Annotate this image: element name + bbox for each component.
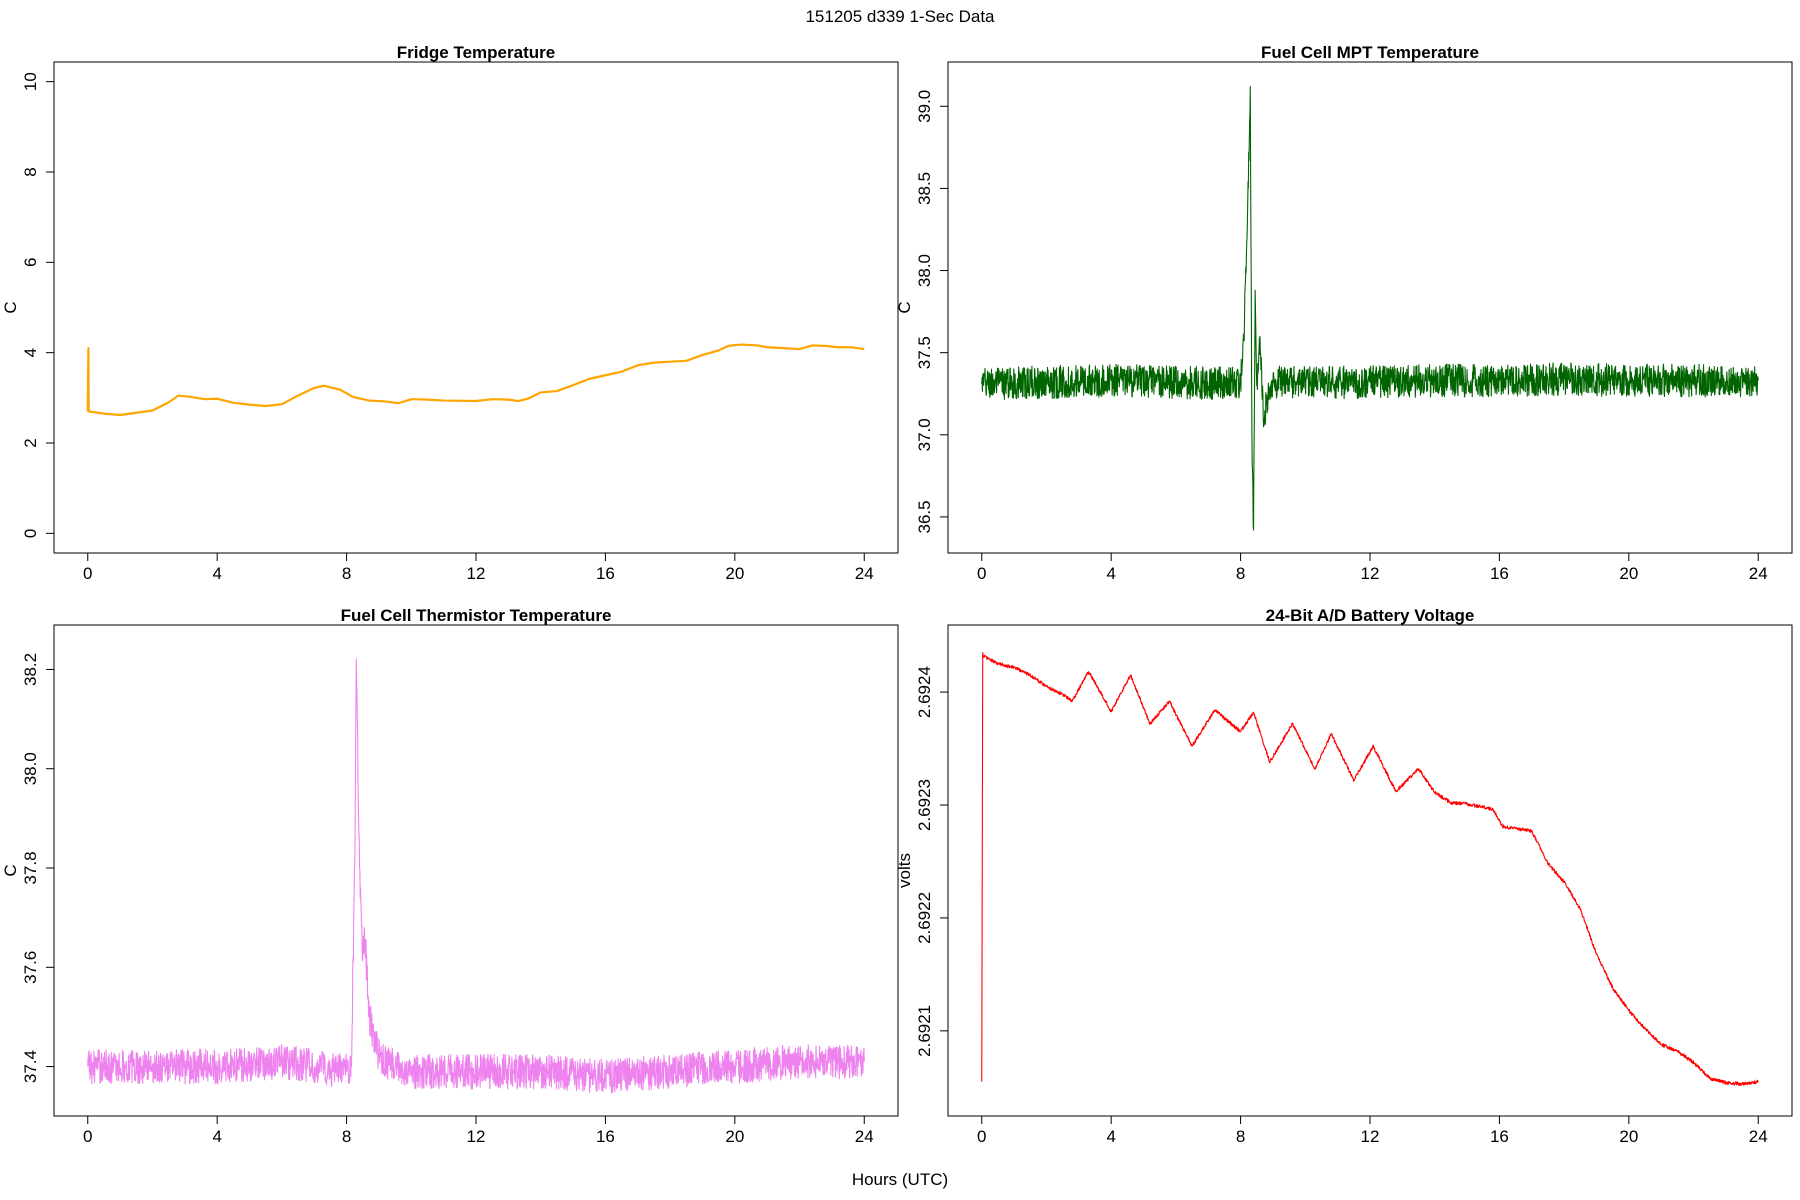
y-tick-label: 10	[21, 72, 40, 91]
x-tick-label: 0	[977, 1127, 986, 1146]
y-tick-label: 2	[21, 438, 40, 447]
x-tick-label: 16	[596, 564, 615, 583]
x-tick-label: 24	[855, 564, 874, 583]
x-tick-label: 20	[1619, 1127, 1638, 1146]
x-tick-label: 12	[467, 564, 486, 583]
y-tick-label: 2.6923	[915, 779, 934, 831]
y-tick-label: 39.0	[915, 90, 934, 123]
y-tick-label: 0	[21, 529, 40, 538]
y-tick-label: 37.8	[21, 851, 40, 884]
figure-title: 151205 d339 1-Sec Data	[805, 7, 995, 26]
x-tick-label: 12	[1361, 564, 1380, 583]
x-tick-label: 8	[1236, 1127, 1245, 1146]
y-axis-label: C	[1, 301, 20, 313]
panel-title-fuel-cell-mpt-temperature: Fuel Cell MPT Temperature	[1261, 43, 1479, 62]
x-tick-label: 4	[1106, 564, 1115, 583]
x-tick-label: 0	[977, 564, 986, 583]
panel-title-fridge-temperature: Fridge Temperature	[397, 43, 555, 62]
x-tick-label: 24	[1749, 564, 1768, 583]
series-line-fuel-cell-mpt-temperature	[981, 86, 1759, 531]
plot-frame	[947, 624, 1793, 1117]
x-tick-label: 0	[83, 564, 92, 583]
panel-title-fuel-cell-thermistor-temperature: Fuel Cell Thermistor Temperature	[341, 606, 612, 625]
x-tick-label: 8	[1236, 564, 1245, 583]
x-tick-label: 12	[1361, 1127, 1380, 1146]
y-tick-label: 37.0	[915, 418, 934, 451]
x-tick-label: 16	[596, 1127, 615, 1146]
plot-frame	[947, 61, 1793, 554]
x-tick-label: 16	[1490, 564, 1509, 583]
series-line-fuel-cell-thermistor-temperature	[87, 658, 865, 1094]
y-tick-label: 37.4	[21, 1050, 40, 1083]
x-tick-label: 8	[342, 1127, 351, 1146]
panel-fuel-cell-mpt-temperature: Fuel Cell MPT Temperature 0 4 8 12 16 20 24 36.5…	[895, 43, 1793, 583]
y-axis-label: C	[895, 301, 914, 313]
x-tick-label: 20	[725, 1127, 744, 1146]
y-tick-label: 37.5	[915, 336, 934, 369]
x-tick-label: 0	[83, 1127, 92, 1146]
y-tick-label: 38.0	[21, 752, 40, 785]
x-tick-label: 4	[212, 564, 221, 583]
y-tick-label: 36.5	[915, 500, 934, 533]
y-tick-label: 4	[21, 348, 40, 357]
x-tick-label: 24	[1749, 1127, 1768, 1146]
panel-title-24-bit-a-d-battery-voltage: 24-Bit A/D Battery Voltage	[1266, 606, 1475, 625]
y-tick-label: 6	[21, 258, 40, 267]
y-tick-label: 2.6922	[915, 892, 934, 944]
plot-frame	[53, 61, 899, 554]
x-tick-label: 8	[342, 564, 351, 583]
y-tick-label: 38.5	[915, 172, 934, 205]
y-tick-label: 2.6921	[915, 1005, 934, 1057]
series-line-fridge-temperature	[86, 343, 865, 417]
x-tick-label: 24	[855, 1127, 874, 1146]
y-tick-label: 37.6	[21, 951, 40, 984]
y-tick-label: 38.0	[915, 254, 934, 287]
shared-x-axis-label: Hours (UTC)	[852, 1170, 948, 1189]
y-axis-label: C	[1, 864, 20, 876]
series-line-24-bit-a-d-battery-voltage	[981, 652, 1759, 1086]
x-tick-label: 4	[1106, 1127, 1115, 1146]
x-tick-label: 12	[467, 1127, 486, 1146]
x-tick-label: 20	[1619, 564, 1638, 583]
x-tick-label: 16	[1490, 1127, 1509, 1146]
y-tick-label: 2.6924	[915, 666, 934, 718]
y-tick-label: 38.2	[21, 653, 40, 686]
plot-frame	[53, 624, 899, 1117]
y-tick-label: 8	[21, 167, 40, 176]
panel-fuel-cell-thermistor-temperature: Fuel Cell Thermistor Temperature 0 4 8 12 16 2…	[1, 606, 899, 1146]
x-tick-label: 4	[212, 1127, 221, 1146]
y-axis-label: volts	[895, 853, 914, 888]
x-tick-label: 20	[725, 564, 744, 583]
panel-battery-voltage: 24-Bit A/D Battery Voltage 0 4 8 12 16 20 24 2.6…	[895, 606, 1793, 1146]
